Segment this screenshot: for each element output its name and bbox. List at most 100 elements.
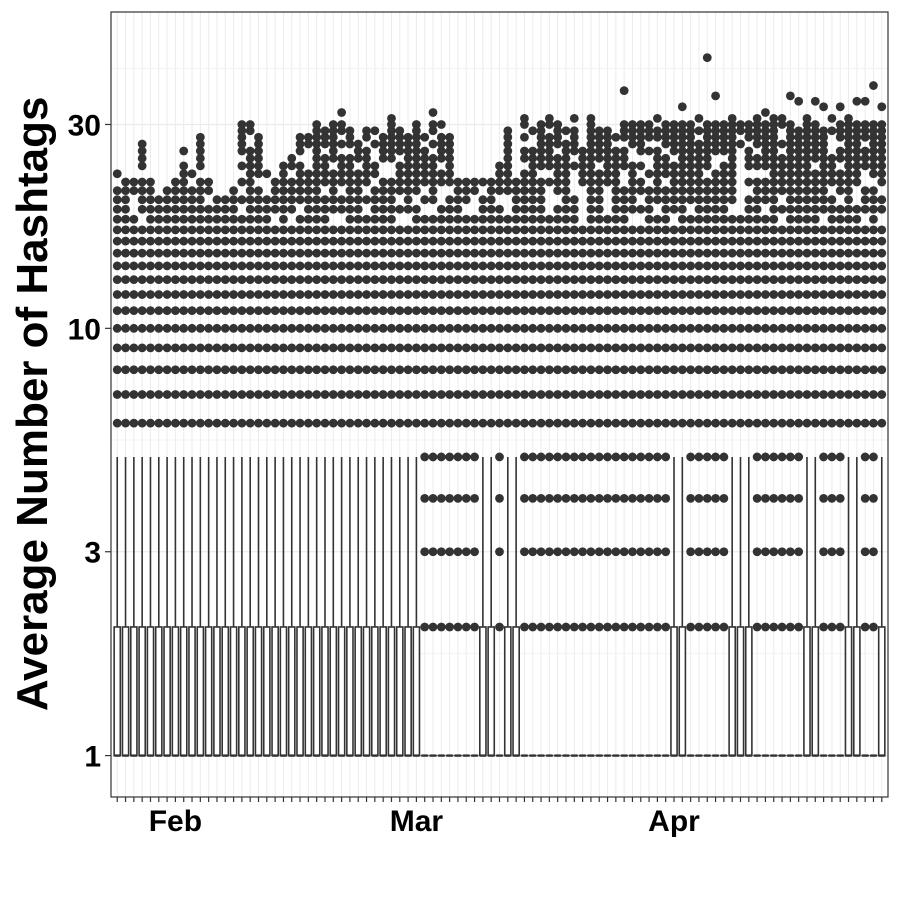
- outlier-point: [137, 186, 147, 196]
- outlier-point: [594, 177, 604, 187]
- outlier-point: [594, 390, 604, 399]
- outlier-point: [353, 261, 363, 271]
- outlier-point: [844, 306, 853, 316]
- outlier-point: [436, 153, 446, 163]
- outlier-point: [345, 365, 355, 375]
- outlier-point: [819, 195, 828, 205]
- outlier-point: [702, 153, 712, 163]
- outlier-point: [511, 236, 521, 246]
- outlier-point: [204, 290, 214, 299]
- outlier-point: [478, 323, 488, 333]
- outlier-point: [644, 214, 654, 224]
- y-tick-label: 3: [84, 537, 101, 570]
- outlier-point: [586, 418, 596, 428]
- box: [321, 626, 329, 757]
- outlier-point: [777, 139, 787, 149]
- outlier-point: [312, 120, 322, 129]
- outlier-point: [295, 225, 305, 235]
- outlier-point: [769, 323, 779, 333]
- outlier-point: [652, 132, 662, 142]
- outlier-point: [536, 120, 546, 129]
- outlier-point: [819, 547, 828, 557]
- outlier-point: [852, 177, 862, 187]
- outlier-point: [520, 365, 529, 375]
- outlier-point: [279, 390, 288, 399]
- outlier-point: [603, 452, 612, 462]
- outlier-point: [819, 177, 828, 187]
- outlier-point: [544, 365, 554, 375]
- outlier-point: [686, 493, 696, 503]
- outlier-point: [353, 153, 363, 163]
- outlier-point: [436, 261, 446, 271]
- outlier-point: [486, 186, 496, 196]
- outlier-point: [387, 126, 396, 136]
- outlier-point: [711, 248, 720, 258]
- outlier-point: [752, 132, 762, 142]
- box: [512, 626, 520, 757]
- outlier-point: [262, 214, 272, 224]
- outlier-point: [528, 177, 538, 187]
- outlier-point: [146, 261, 155, 271]
- outlier-point: [478, 275, 488, 285]
- outlier-point: [146, 204, 155, 214]
- outlier-point: [403, 290, 413, 299]
- outlier-point: [544, 275, 554, 285]
- outlier-point: [395, 248, 405, 258]
- outlier-point: [835, 102, 845, 112]
- outlier-point: [229, 323, 238, 333]
- outlier-point: [661, 214, 671, 224]
- outlier-point: [328, 126, 338, 136]
- outlier-point: [769, 177, 779, 187]
- outlier-point: [827, 248, 837, 258]
- outlier-point: [187, 186, 197, 196]
- outlier-point: [652, 248, 662, 258]
- outlier-point: [445, 204, 455, 214]
- outlier-point: [611, 275, 621, 285]
- outlier-point: [146, 225, 155, 235]
- outlier-point: [179, 225, 189, 235]
- outlier-point: [129, 390, 139, 399]
- outlier-point: [827, 290, 837, 299]
- outlier-point: [844, 390, 853, 399]
- outlier-point: [835, 132, 845, 142]
- outlier-point: [802, 365, 812, 375]
- outlier-point: [777, 290, 787, 299]
- outlier-point: [578, 343, 588, 353]
- outlier-point: [370, 261, 380, 271]
- outlier-point: [436, 225, 446, 235]
- outlier-point: [785, 323, 795, 333]
- outlier-point: [520, 120, 529, 129]
- outlier-point: [511, 214, 521, 224]
- outlier-point: [461, 236, 471, 246]
- outlier-point: [594, 261, 604, 271]
- outlier-point: [536, 195, 546, 205]
- outlier-point: [403, 343, 413, 353]
- outlier-point: [254, 146, 263, 156]
- outlier-point: [146, 343, 155, 353]
- outlier-point: [727, 323, 737, 333]
- outlier-point: [852, 390, 862, 399]
- outlier-point: [810, 177, 820, 187]
- outlier-point: [719, 214, 729, 224]
- outlier-point: [146, 323, 155, 333]
- outlier-point: [860, 390, 870, 399]
- outlier-point: [345, 161, 355, 171]
- outlier-point: [337, 275, 347, 285]
- outlier-point: [677, 161, 687, 171]
- outlier-point: [453, 177, 463, 187]
- outlier-point: [702, 53, 712, 63]
- outlier-point: [520, 153, 529, 163]
- outlier-point: [195, 390, 205, 399]
- outlier-point: [387, 390, 396, 399]
- outlier-point: [628, 132, 637, 142]
- outlier-point: [819, 275, 828, 285]
- outlier-point: [337, 343, 347, 353]
- outlier-point: [702, 622, 712, 632]
- outlier-point: [370, 169, 380, 179]
- outlier-point: [669, 195, 679, 205]
- outlier-point: [112, 186, 122, 196]
- outlier-point: [428, 547, 438, 557]
- outlier-point: [395, 236, 405, 246]
- outlier-point: [810, 306, 820, 316]
